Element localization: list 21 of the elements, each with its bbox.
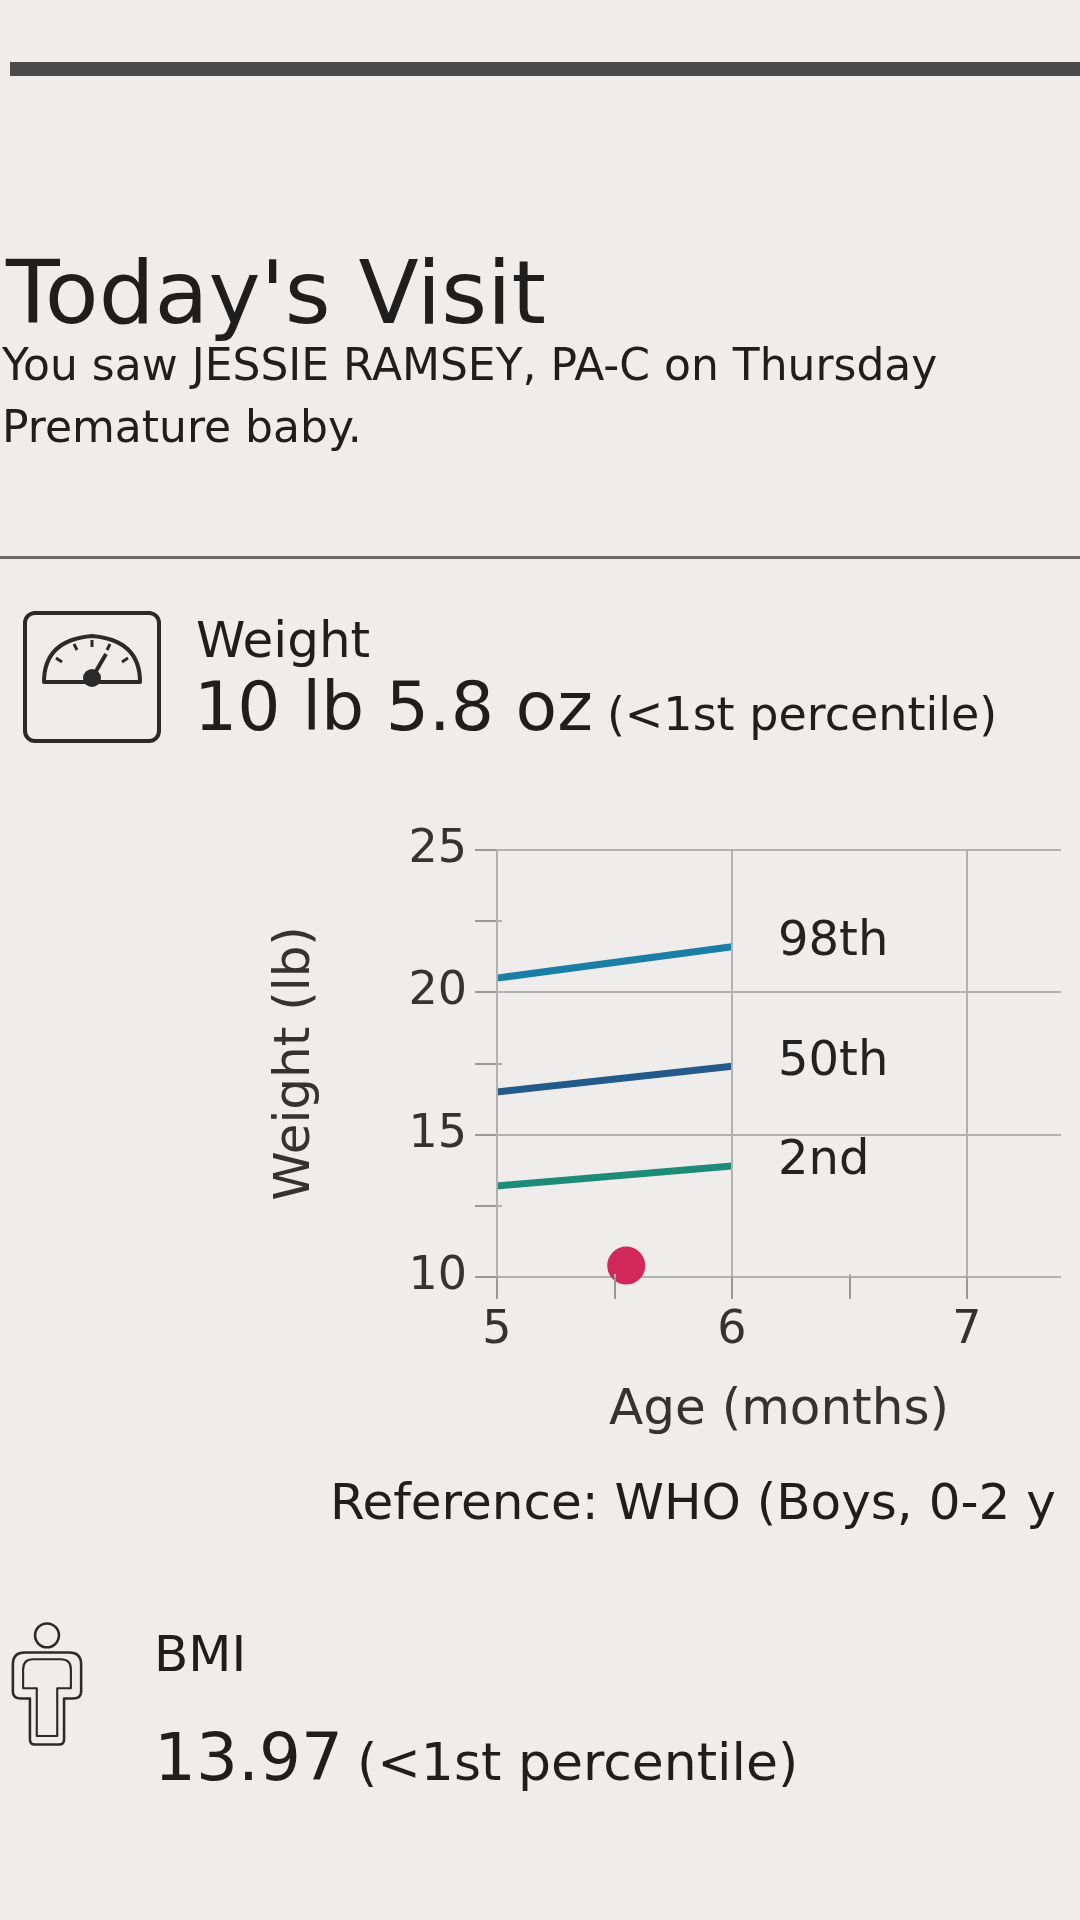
y-tick-label: 10: [408, 1245, 467, 1300]
text: Premature baby.: [2, 401, 362, 453]
text: Reference: WHO (Boys, 0-2 y: [330, 1473, 1056, 1532]
y-axis-title: Weight (lb): [262, 926, 321, 1201]
series-label: 2nd: [778, 1129, 870, 1186]
y-tick-label: 20: [408, 961, 467, 1016]
x-axis-title: Age (months): [609, 1377, 949, 1436]
series-label: 50th: [778, 1029, 889, 1086]
text: 10 lb 5.8 oz: [194, 667, 593, 747]
text: (<1st percentile): [606, 687, 998, 741]
x-tick-label: 7: [952, 1299, 982, 1354]
x-tick-label: 5: [482, 1299, 512, 1354]
text: 13.97: [154, 1719, 343, 1796]
chart-title: Today's Visit: [6, 241, 547, 344]
text: Weight: [196, 611, 371, 670]
text: BMI: [154, 1625, 247, 1684]
y-tick-label: 15: [408, 1103, 467, 1158]
series-label: 98th: [778, 910, 889, 967]
text: (<1st percentile): [356, 1732, 799, 1793]
y-tick-label: 25: [408, 818, 467, 873]
x-tick-label: 6: [717, 1299, 747, 1354]
